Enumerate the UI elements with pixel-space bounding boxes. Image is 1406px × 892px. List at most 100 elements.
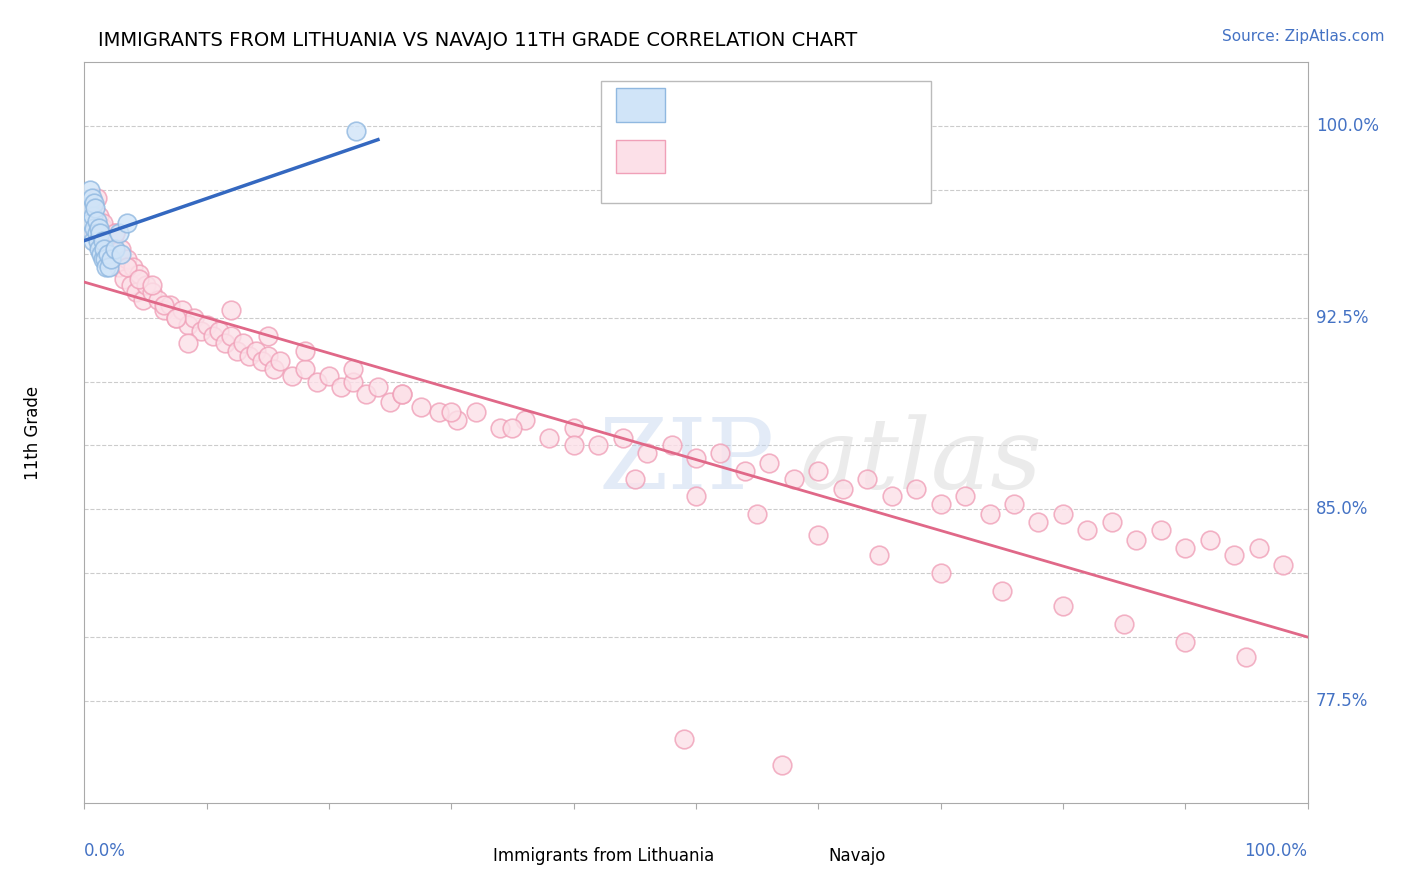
Point bbox=[685, 451, 707, 466]
FancyBboxPatch shape bbox=[787, 847, 823, 866]
Point bbox=[318, 369, 340, 384]
Point bbox=[153, 303, 176, 318]
Point bbox=[122, 260, 145, 274]
Text: Immigrants from Lithuania: Immigrants from Lithuania bbox=[494, 847, 714, 865]
Point bbox=[190, 324, 212, 338]
Point bbox=[636, 446, 658, 460]
Point bbox=[1052, 508, 1074, 522]
FancyBboxPatch shape bbox=[616, 140, 665, 173]
Text: Navajo: Navajo bbox=[828, 847, 886, 865]
Point bbox=[172, 303, 194, 318]
Text: 11th Grade: 11th Grade bbox=[24, 385, 42, 480]
Text: 85.0%: 85.0% bbox=[1316, 500, 1368, 518]
Point bbox=[1198, 533, 1220, 547]
Point bbox=[586, 438, 609, 452]
Point bbox=[1076, 523, 1098, 537]
Point bbox=[502, 420, 524, 434]
Point bbox=[758, 456, 780, 470]
Point bbox=[1101, 515, 1123, 529]
Point bbox=[219, 328, 242, 343]
Text: 77.5%: 77.5% bbox=[1316, 691, 1368, 710]
Point bbox=[1174, 541, 1197, 555]
Point bbox=[128, 268, 150, 282]
Point bbox=[94, 252, 117, 266]
Point bbox=[409, 400, 432, 414]
Point bbox=[446, 413, 468, 427]
Point bbox=[132, 293, 155, 307]
Point bbox=[391, 387, 413, 401]
Point bbox=[110, 247, 132, 261]
Point bbox=[807, 527, 830, 541]
Point bbox=[96, 247, 118, 261]
Point bbox=[685, 490, 707, 504]
Point bbox=[84, 201, 107, 215]
Point bbox=[869, 548, 891, 562]
Point bbox=[367, 379, 389, 393]
Text: R = -0.487   N = 116: R = -0.487 N = 116 bbox=[681, 147, 897, 165]
Point bbox=[294, 361, 316, 376]
Point bbox=[86, 227, 108, 241]
Point bbox=[734, 464, 756, 478]
Point bbox=[464, 405, 486, 419]
Point bbox=[305, 375, 328, 389]
Point bbox=[905, 482, 928, 496]
Point bbox=[250, 354, 273, 368]
Point bbox=[83, 195, 105, 210]
Text: ZIP: ZIP bbox=[598, 415, 775, 510]
Point bbox=[79, 183, 101, 197]
Point bbox=[79, 201, 101, 215]
Point bbox=[489, 420, 512, 434]
Point bbox=[214, 336, 236, 351]
Text: 0.0%: 0.0% bbox=[84, 842, 127, 860]
Point bbox=[135, 277, 157, 292]
Point bbox=[87, 221, 110, 235]
Point bbox=[562, 420, 585, 434]
Point bbox=[440, 405, 463, 419]
Point bbox=[1052, 599, 1074, 614]
Point bbox=[86, 191, 108, 205]
Point bbox=[100, 252, 122, 266]
Point bbox=[141, 277, 163, 292]
Point bbox=[538, 431, 561, 445]
Point bbox=[153, 298, 176, 312]
Point bbox=[141, 285, 163, 300]
Point bbox=[183, 310, 205, 325]
Point bbox=[1223, 548, 1246, 562]
Point bbox=[427, 405, 450, 419]
Point bbox=[120, 277, 142, 292]
Point bbox=[513, 413, 536, 427]
Point bbox=[953, 490, 976, 504]
Text: 100.0%: 100.0% bbox=[1316, 117, 1379, 136]
Point bbox=[112, 272, 135, 286]
Point bbox=[86, 213, 108, 227]
Point bbox=[100, 252, 122, 266]
Point bbox=[82, 209, 104, 223]
Point bbox=[929, 497, 952, 511]
Point bbox=[146, 293, 169, 307]
Point bbox=[269, 354, 291, 368]
Point bbox=[97, 247, 120, 261]
Point bbox=[107, 260, 129, 274]
Point bbox=[201, 328, 224, 343]
Point bbox=[238, 349, 260, 363]
Point bbox=[89, 227, 111, 241]
Point bbox=[770, 757, 793, 772]
Point bbox=[165, 310, 187, 325]
Point bbox=[1174, 635, 1197, 649]
Text: R =  0.383   N = 30: R = 0.383 N = 30 bbox=[681, 95, 887, 113]
Point bbox=[125, 285, 148, 300]
Text: atlas: atlas bbox=[800, 415, 1043, 510]
Point bbox=[90, 247, 112, 261]
Point bbox=[672, 731, 695, 746]
Point bbox=[104, 242, 127, 256]
Point bbox=[82, 234, 104, 248]
Point bbox=[110, 242, 132, 256]
Point bbox=[177, 318, 200, 333]
Point bbox=[87, 209, 110, 223]
Point bbox=[380, 395, 402, 409]
Point bbox=[747, 508, 769, 522]
Text: 100.0%: 100.0% bbox=[1244, 842, 1308, 860]
Point bbox=[97, 234, 120, 248]
Point bbox=[929, 566, 952, 580]
Point bbox=[79, 216, 101, 230]
